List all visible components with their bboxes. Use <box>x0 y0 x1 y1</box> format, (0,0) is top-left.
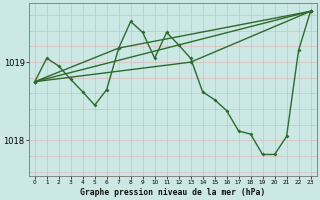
X-axis label: Graphe pression niveau de la mer (hPa): Graphe pression niveau de la mer (hPa) <box>80 188 265 197</box>
